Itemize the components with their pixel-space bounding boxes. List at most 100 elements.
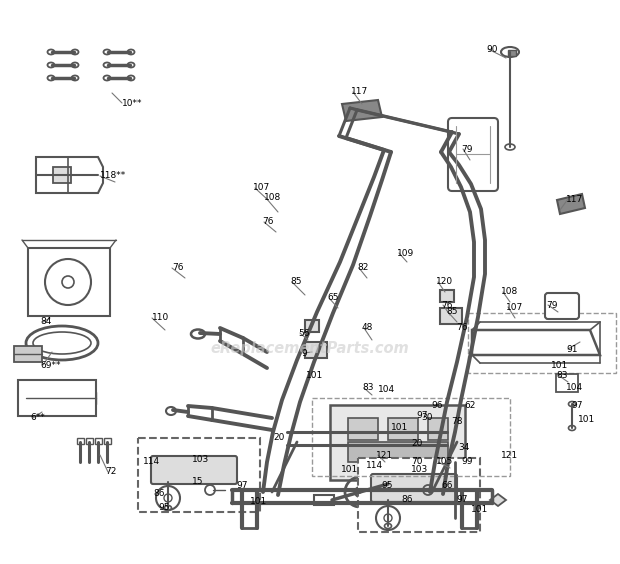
Text: 6**: 6** [30,413,45,422]
Bar [449,516,462,524]
Text: 86: 86 [401,495,412,504]
Text: 76: 76 [441,301,453,310]
FancyBboxPatch shape [448,118,498,191]
Text: 107: 107 [253,183,270,192]
Text: 101: 101 [551,360,569,369]
Text: 30: 30 [421,412,433,421]
Text: 96: 96 [431,400,443,409]
Text: 20: 20 [411,439,422,448]
Text: 97: 97 [236,482,247,491]
Text: 117: 117 [566,195,583,204]
Bar [468,313,616,373]
Polygon shape [490,494,506,506]
Text: 99: 99 [461,457,472,466]
FancyBboxPatch shape [371,474,457,502]
Text: 82: 82 [357,263,368,272]
Text: eReplacementParts.com: eReplacementParts.com [211,341,409,355]
Bar [348,418,378,440]
Text: 70: 70 [411,457,422,466]
Text: 108: 108 [264,193,281,202]
Bar [305,320,319,332]
Polygon shape [342,100,382,121]
Text: 101: 101 [341,465,358,474]
Polygon shape [557,194,585,214]
Text: 34: 34 [458,443,469,452]
Text: 72: 72 [105,468,117,477]
Text: 107: 107 [506,302,523,311]
Bar [138,438,260,512]
FancyBboxPatch shape [151,456,237,484]
Text: 117: 117 [351,87,368,96]
Text: 10**: 10** [122,99,143,108]
Text: 15: 15 [192,478,203,487]
Text: 114: 114 [366,460,383,469]
Text: 91: 91 [566,345,577,354]
Bar [312,398,510,476]
Text: 97: 97 [416,411,428,420]
Text: 103: 103 [411,465,428,474]
Text: 104: 104 [378,386,395,394]
Text: 97: 97 [456,495,467,504]
Bar [314,495,334,505]
Bar [330,405,465,480]
Text: 86: 86 [153,490,164,499]
Text: 120: 120 [436,277,453,287]
Bar [358,458,480,532]
Text: 110: 110 [152,314,169,323]
Text: 69**: 69** [40,360,61,369]
Text: 20: 20 [273,434,285,443]
Bar [104,438,111,444]
Text: 90: 90 [486,45,497,54]
Text: 95: 95 [381,481,392,490]
Text: 76: 76 [456,323,467,332]
Text: 83: 83 [556,371,567,380]
Text: 85: 85 [446,307,458,316]
Text: 97: 97 [571,400,583,409]
Bar [348,442,448,462]
Text: 108: 108 [501,288,518,297]
Bar [86,438,93,444]
Text: 76: 76 [172,263,184,272]
Text: 83: 83 [362,384,373,393]
Bar [53,167,71,183]
Text: 118**: 118** [100,171,126,180]
Text: 95: 95 [158,503,169,512]
Text: 105: 105 [436,457,453,466]
Bar [428,418,448,440]
Text: 9: 9 [301,349,307,358]
Polygon shape [36,157,103,193]
Bar [14,346,42,362]
Text: 101: 101 [471,505,489,513]
Text: 79: 79 [461,144,472,153]
Bar [440,308,462,324]
Polygon shape [472,330,600,355]
Text: 101: 101 [578,415,595,424]
Text: 101: 101 [250,497,267,506]
Bar [95,438,102,444]
Bar [388,418,418,440]
FancyBboxPatch shape [545,293,579,319]
Bar [305,342,327,358]
Text: 76: 76 [262,218,273,227]
Text: 84: 84 [40,318,51,327]
Text: 56: 56 [298,328,309,337]
Text: 114: 114 [143,457,160,466]
Bar [18,380,96,416]
Text: 121: 121 [501,451,518,460]
Bar [440,290,454,302]
Text: 101: 101 [391,422,408,431]
Bar [508,50,516,56]
Text: 66: 66 [441,481,453,490]
Text: 85: 85 [290,277,301,287]
Text: 109: 109 [397,249,414,258]
Bar [556,374,578,392]
Text: 101: 101 [306,371,323,380]
Text: 103: 103 [192,456,210,465]
Bar [28,248,110,316]
Text: 62: 62 [464,400,476,409]
Text: 79: 79 [546,301,557,310]
Text: 78: 78 [451,417,463,426]
Text: 48: 48 [362,324,373,333]
Bar [77,438,84,444]
Text: 104: 104 [566,382,583,391]
